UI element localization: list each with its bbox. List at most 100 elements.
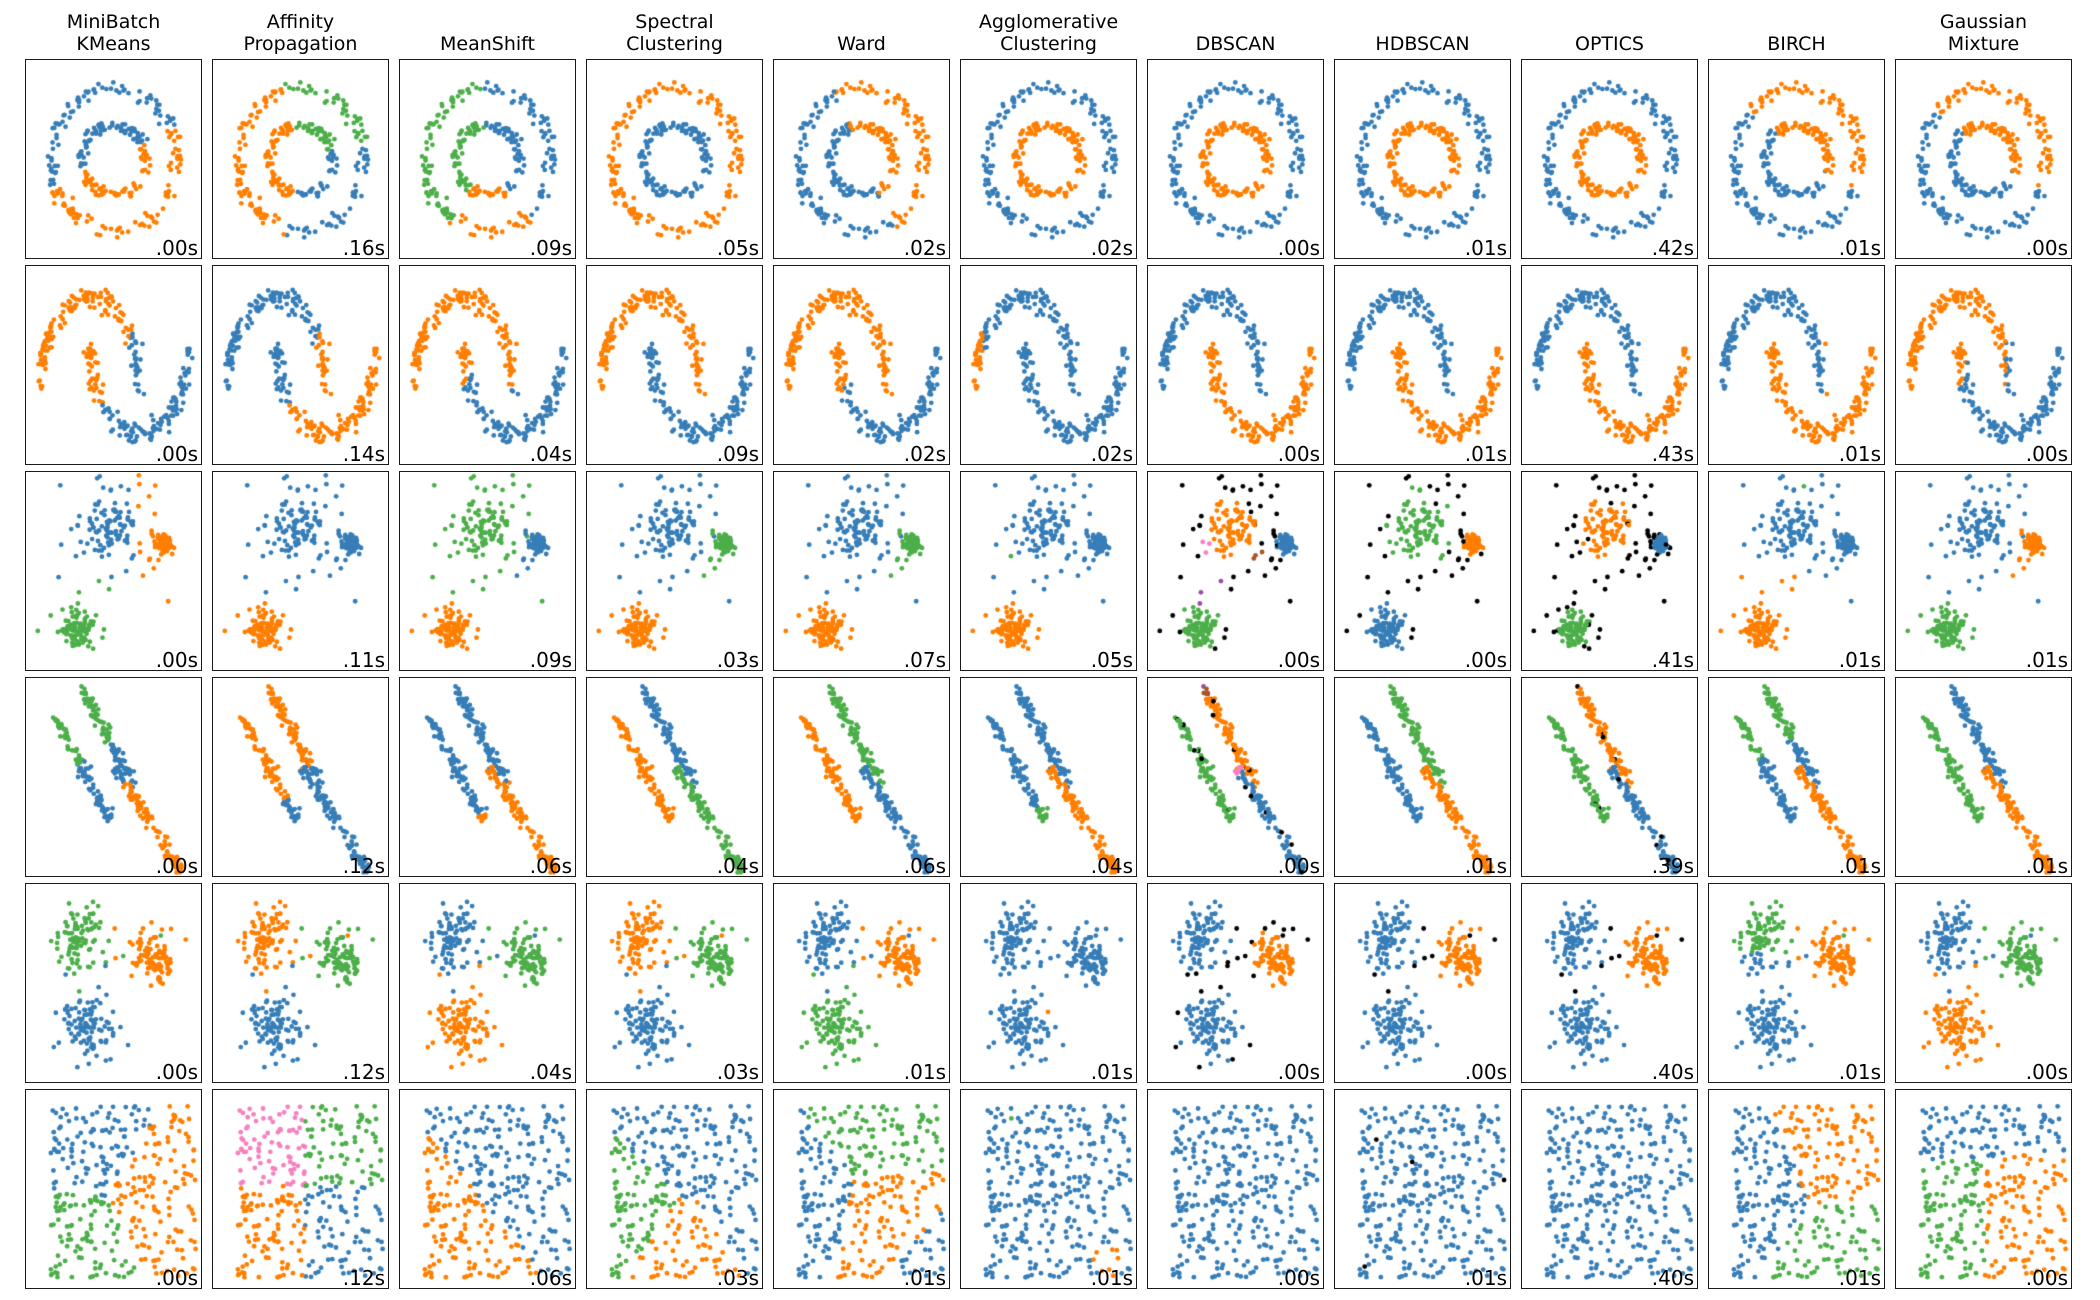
- subplot-blobs-agglomerative-clustering: .01s: [960, 883, 1138, 1084]
- column-title-meanshift: MeanShift: [440, 32, 535, 55]
- subplot-no-structure-uniform-agglomerative-clustering: .01s: [960, 1089, 1138, 1290]
- scatter-canvas: [587, 60, 764, 260]
- scatter-canvas: [400, 60, 577, 260]
- timing-label: .01s: [1090, 1060, 1133, 1084]
- timing-label: .00s: [1464, 1060, 1507, 1084]
- timing-label: .01s: [1464, 442, 1507, 466]
- scatter-canvas: [774, 1090, 951, 1290]
- subplot-anisotropic-blobs-optics: .39s: [1521, 677, 1699, 878]
- timing-label: .40s: [1651, 1060, 1694, 1084]
- timing-label: .06s: [903, 854, 946, 878]
- timing-label: .01s: [1838, 648, 1881, 672]
- column-title-agglomerative-clustering: Agglomerative Clustering: [978, 11, 1119, 55]
- scatter-canvas: [213, 884, 390, 1084]
- subplot-grid: .00s .16s .09s .05s .02s .02s .00s .01s .42s .01s…: [25, 59, 2073, 1290]
- timing-label: .05s: [1090, 648, 1133, 672]
- timing-label: .01s: [1838, 1060, 1881, 1084]
- scatter-canvas: [1148, 1090, 1325, 1290]
- subplot-no-structure-uniform-meanshift: .06s: [399, 1089, 577, 1290]
- column-title-spectral-clustering: Spectral Clustering: [626, 11, 723, 55]
- scatter-canvas: [400, 678, 577, 878]
- timing-label: .09s: [529, 648, 572, 672]
- subplot-anisotropic-blobs-birch: .01s: [1708, 677, 1886, 878]
- subplot-blobs-spectral-clustering: .03s: [586, 883, 764, 1084]
- scatter-canvas: [1896, 266, 2073, 466]
- timing-label: .01s: [1838, 442, 1881, 466]
- subplot-blobs-affinity-propagation: .12s: [212, 883, 390, 1084]
- subplot-no-structure-uniform-dbscan: .00s: [1147, 1089, 1325, 1290]
- timing-label: .04s: [529, 1060, 572, 1084]
- subplot-noisy-moons-ward: .02s: [773, 265, 951, 466]
- subplot-anisotropic-blobs-minibatch-kmeans: .00s: [25, 677, 203, 878]
- timing-label: .41s: [1651, 648, 1694, 672]
- timing-label: .00s: [1464, 648, 1507, 672]
- timing-label: .00s: [2025, 1060, 2068, 1084]
- timing-label: .00s: [1277, 1266, 1320, 1290]
- scatter-canvas: [1148, 60, 1325, 260]
- timing-label: .00s: [155, 442, 198, 466]
- scatter-canvas: [961, 60, 1138, 260]
- subplot-noisy-moons-agglomerative-clustering: .02s: [960, 265, 1138, 466]
- subplot-varied-variance-blobs-dbscan: .00s: [1147, 471, 1325, 672]
- timing-label: .05s: [716, 236, 759, 260]
- subplot-no-structure-uniform-hdbscan: .01s: [1334, 1089, 1512, 1290]
- subplot-noisy-circles-minibatch-kmeans: .00s: [25, 59, 203, 260]
- column-titles: MiniBatch KMeans Affinity Propagation Mean…: [25, 0, 2072, 56]
- subplot-noisy-moons-spectral-clustering: .09s: [586, 265, 764, 466]
- column-title-birch: BIRCH: [1767, 32, 1826, 55]
- timing-label: .01s: [1838, 236, 1881, 260]
- scatter-canvas: [774, 60, 951, 260]
- column-title-ward: Ward: [837, 32, 886, 55]
- subplot-anisotropic-blobs-hdbscan: .01s: [1334, 677, 1512, 878]
- subplot-varied-variance-blobs-optics: .41s: [1521, 471, 1699, 672]
- timing-label: .02s: [1090, 236, 1133, 260]
- subplot-blobs-hdbscan: .00s: [1334, 883, 1512, 1084]
- timing-label: .02s: [1090, 442, 1133, 466]
- scatter-canvas: [26, 472, 203, 672]
- scatter-canvas: [1148, 266, 1325, 466]
- scatter-canvas: [587, 266, 764, 466]
- scatter-canvas: [213, 266, 390, 466]
- subplot-varied-variance-blobs-ward: .07s: [773, 471, 951, 672]
- timing-label: .04s: [1090, 854, 1133, 878]
- timing-label: .06s: [529, 854, 572, 878]
- scatter-canvas: [587, 678, 764, 878]
- scatter-canvas: [1335, 60, 1512, 260]
- subplot-blobs-minibatch-kmeans: .00s: [25, 883, 203, 1084]
- timing-label: .12s: [342, 1060, 385, 1084]
- subplot-blobs-ward: .01s: [773, 883, 951, 1084]
- column-title-dbscan: DBSCAN: [1195, 32, 1276, 55]
- subplot-no-structure-uniform-minibatch-kmeans: .00s: [25, 1089, 203, 1290]
- timing-label: .00s: [155, 854, 198, 878]
- subplot-noisy-moons-meanshift: .04s: [399, 265, 577, 466]
- timing-label: .40s: [1651, 1266, 1694, 1290]
- scatter-canvas: [400, 884, 577, 1084]
- timing-label: .01s: [2025, 854, 2068, 878]
- timing-label: .00s: [1277, 1060, 1320, 1084]
- timing-label: .00s: [155, 648, 198, 672]
- timing-label: .00s: [1277, 442, 1320, 466]
- scatter-canvas: [1709, 1090, 1886, 1290]
- scatter-canvas: [1148, 678, 1325, 878]
- timing-label: .01s: [1838, 854, 1881, 878]
- scatter-canvas: [774, 472, 951, 672]
- subplot-blobs-birch: .01s: [1708, 883, 1886, 1084]
- subplot-varied-variance-blobs-hdbscan: .00s: [1334, 471, 1512, 672]
- subplot-anisotropic-blobs-dbscan: .00s: [1147, 677, 1325, 878]
- subplot-noisy-circles-dbscan: .00s: [1147, 59, 1325, 260]
- scatter-canvas: [400, 266, 577, 466]
- scatter-canvas: [961, 1090, 1138, 1290]
- column-title-gaussian-mixture: Gaussian Mixture: [1939, 11, 2028, 55]
- subplot-anisotropic-blobs-spectral-clustering: .04s: [586, 677, 764, 878]
- timing-label: .01s: [2025, 648, 2068, 672]
- timing-label: .01s: [1464, 854, 1507, 878]
- scatter-canvas: [26, 1090, 203, 1290]
- subplot-no-structure-uniform-birch: .01s: [1708, 1089, 1886, 1290]
- subplot-no-structure-uniform-ward: .01s: [773, 1089, 951, 1290]
- subplot-noisy-circles-birch: .01s: [1708, 59, 1886, 260]
- timing-label: .02s: [903, 236, 946, 260]
- column-title-minibatch-kmeans: MiniBatch KMeans: [66, 11, 161, 55]
- scatter-canvas: [1148, 472, 1325, 672]
- scatter-canvas: [400, 1090, 577, 1290]
- timing-label: .04s: [716, 854, 759, 878]
